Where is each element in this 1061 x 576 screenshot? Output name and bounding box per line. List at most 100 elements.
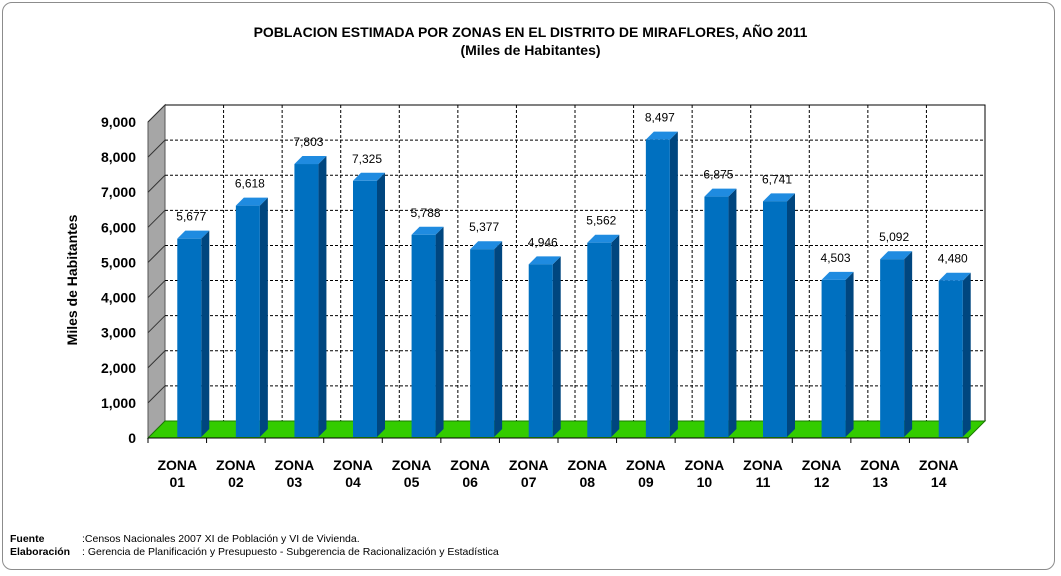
- x-tick-label: ZONA: [392, 457, 432, 473]
- x-tick-label: ZONA: [509, 457, 549, 473]
- bar: [294, 164, 319, 437]
- x-tick-label: ZONA: [275, 457, 315, 473]
- bar-value-label: 4,480: [938, 252, 968, 266]
- bar-side: [669, 131, 678, 437]
- bar-value-label: 5,677: [176, 210, 206, 224]
- bar-side: [435, 226, 444, 437]
- bar-top: [411, 226, 444, 235]
- y-axis-label: Miles de Habitantes: [64, 214, 80, 345]
- gridline-side: [147, 209, 166, 228]
- bar-value-label: 5,562: [586, 214, 616, 228]
- bar-side: [377, 172, 385, 438]
- y-tick-label: 3,000: [101, 325, 136, 341]
- bar-side: [494, 241, 503, 437]
- bar-value-label: 6,618: [235, 177, 265, 191]
- x-tick-label: ZONA: [685, 457, 725, 473]
- gridline-side: [147, 315, 166, 334]
- bar-value-label: 5,788: [411, 206, 441, 220]
- x-tick-label: ZONA: [626, 457, 666, 473]
- x-tick-label: 01: [169, 474, 185, 490]
- x-tick-label: 05: [404, 474, 420, 490]
- bar: [704, 196, 729, 437]
- x-tick-label: ZONA: [157, 457, 197, 473]
- elaboration-text: : Gerencia de Planificación y Presupuest…: [82, 546, 499, 558]
- bar-value-label: 7,325: [352, 152, 382, 166]
- bar-top: [235, 197, 268, 206]
- gridline-side: [147, 245, 166, 263]
- gridline-side: [147, 350, 166, 369]
- y-tick-label: 0: [128, 430, 136, 446]
- chart-title: POBLACION ESTIMADA POR ZONAS EN EL DISTR…: [253, 24, 808, 40]
- bar-value-label: 4,503: [821, 251, 851, 265]
- y-tick-label: 4,000: [101, 290, 136, 306]
- bar: [587, 242, 612, 437]
- x-tick-label: 11: [756, 474, 771, 490]
- footer-source: Fuente :Censos Nacionales 2007 XI de Pobl…: [10, 533, 360, 545]
- bar-top: [528, 256, 561, 265]
- bar-side: [728, 188, 737, 437]
- bar-side: [318, 156, 327, 437]
- x-tick-label: ZONA: [567, 457, 607, 473]
- x-tick-label: 09: [638, 474, 654, 490]
- bar-side: [552, 256, 561, 437]
- bar-top: [587, 234, 620, 243]
- bar-side: [904, 251, 913, 437]
- x-tick-label: ZONA: [919, 457, 959, 473]
- bar-top: [763, 193, 795, 202]
- bar: [411, 234, 436, 437]
- footer-elaboration: Elaboración : Gerencia de Planificación y…: [10, 546, 499, 558]
- x-tick-label: 10: [697, 474, 713, 490]
- gridline-side: [147, 385, 166, 404]
- bar: [470, 249, 495, 437]
- bar-top: [880, 251, 913, 260]
- elaboration-label: Elaboración: [10, 546, 71, 558]
- gridline-side: [147, 139, 166, 158]
- bar: [177, 238, 202, 437]
- bar-value-label: 7,803: [293, 135, 323, 149]
- gridline-side: [147, 174, 166, 193]
- x-tick-label: ZONA: [802, 457, 842, 473]
- x-tick-label: ZONA: [450, 457, 490, 473]
- x-tick-label: 08: [579, 474, 595, 490]
- bar: [880, 259, 905, 437]
- y-tick-label: 7,000: [101, 184, 136, 200]
- bar-side: [201, 230, 210, 437]
- x-tick-label: 03: [287, 474, 303, 490]
- x-tick-label: ZONA: [333, 457, 373, 473]
- bar-value-label: 8,497: [645, 111, 675, 125]
- bar-side: [259, 197, 268, 437]
- bar-top: [177, 230, 210, 239]
- bar-value-label: 5,377: [469, 220, 499, 234]
- bar-side: [845, 271, 854, 437]
- x-tick-label: ZONA: [860, 457, 900, 473]
- x-tick-label: 02: [228, 474, 244, 490]
- bar: [353, 180, 377, 438]
- x-tick-label: 07: [521, 474, 537, 490]
- bar-top: [821, 271, 854, 280]
- source-label: Fuente: [10, 533, 45, 545]
- x-tick-label: 14: [931, 474, 947, 490]
- x-tick-label: ZONA: [743, 457, 783, 473]
- bar: [763, 201, 787, 437]
- x-tick-label: 12: [814, 474, 830, 490]
- x-tick-label: 04: [345, 474, 361, 490]
- x-tick-label: ZONA: [216, 457, 256, 473]
- plot-floor: [146, 420, 987, 439]
- y-tick-label: 1,000: [101, 395, 136, 411]
- bar-top: [938, 272, 971, 281]
- bar-top: [470, 241, 503, 250]
- x-tick-label: 06: [462, 474, 478, 490]
- bar-side: [962, 272, 971, 437]
- bar-value-label: 6,875: [703, 168, 733, 182]
- y-tick-label: 5,000: [101, 254, 136, 270]
- bar-top: [704, 188, 737, 197]
- source-text: :Censos Nacionales 2007 XI de Población …: [82, 533, 360, 545]
- bar: [645, 139, 670, 437]
- bar-side: [787, 193, 795, 437]
- x-tick-label: 13: [872, 474, 888, 490]
- y-tick-label: 8,000: [101, 149, 136, 165]
- bar: [528, 264, 553, 437]
- gridline-side: [147, 104, 166, 123]
- bar-top: [294, 156, 327, 165]
